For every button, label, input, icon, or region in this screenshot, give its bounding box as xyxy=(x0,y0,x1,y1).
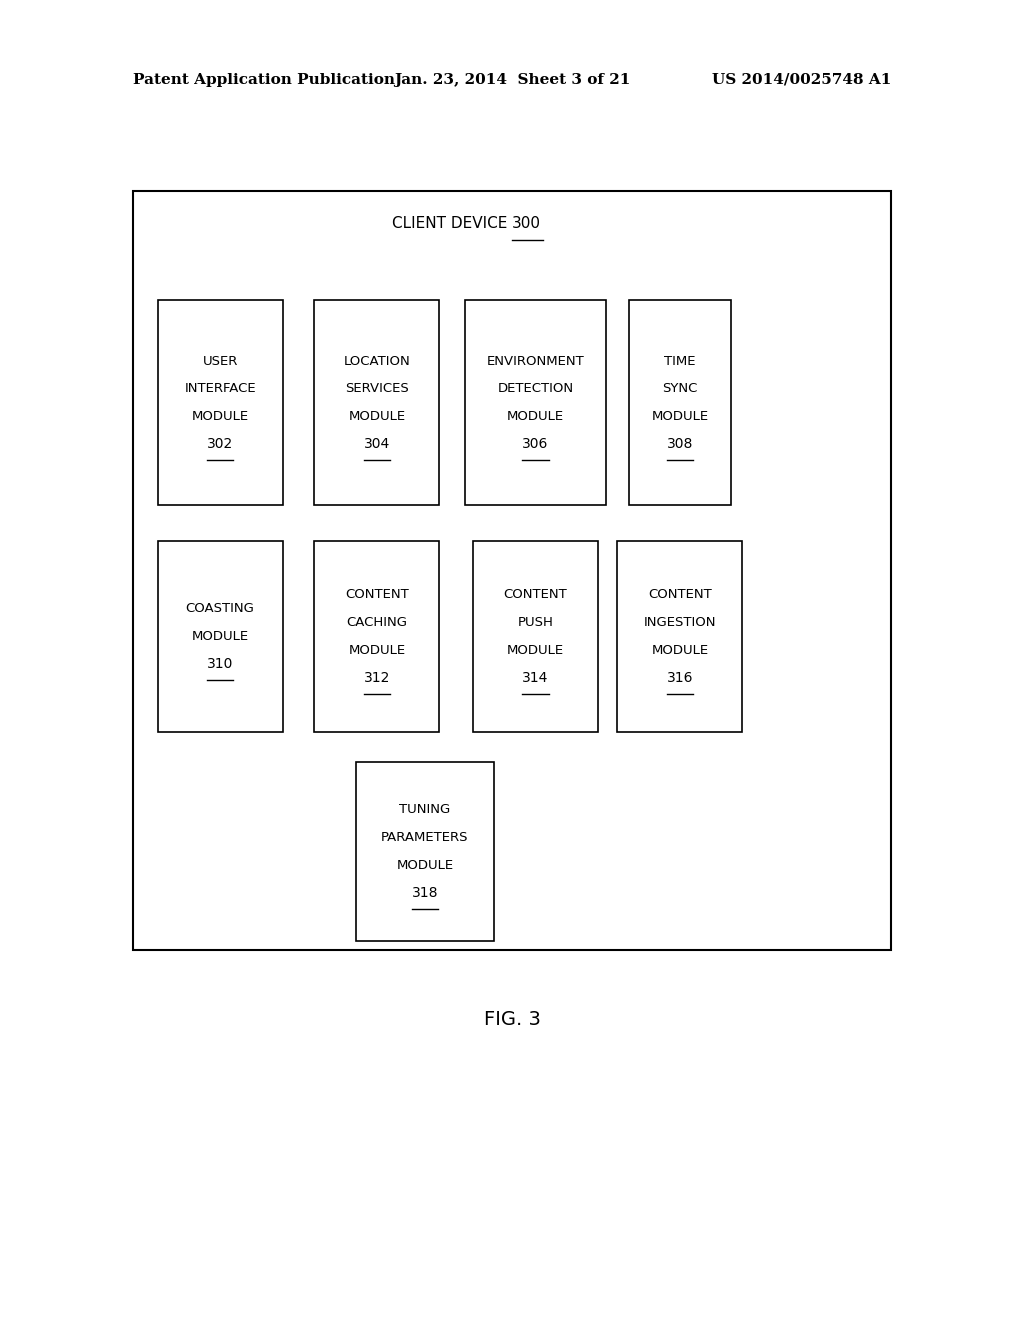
Text: 310: 310 xyxy=(207,657,233,671)
Text: 308: 308 xyxy=(667,437,693,451)
FancyBboxPatch shape xyxy=(158,301,283,506)
FancyBboxPatch shape xyxy=(133,191,891,950)
Text: CONTENT: CONTENT xyxy=(504,589,567,601)
Text: 300: 300 xyxy=(512,215,541,231)
Text: MODULE: MODULE xyxy=(348,411,406,422)
Text: 304: 304 xyxy=(364,437,390,451)
Text: TIME: TIME xyxy=(665,355,695,367)
FancyBboxPatch shape xyxy=(158,541,283,731)
Text: LOCATION: LOCATION xyxy=(343,355,411,367)
Text: 318: 318 xyxy=(412,886,438,900)
Text: MODULE: MODULE xyxy=(396,859,454,871)
Text: 314: 314 xyxy=(522,671,549,685)
FancyBboxPatch shape xyxy=(314,541,439,731)
Text: SYNC: SYNC xyxy=(663,383,697,395)
Text: Jan. 23, 2014  Sheet 3 of 21: Jan. 23, 2014 Sheet 3 of 21 xyxy=(394,73,630,87)
Text: CLIENT DEVICE: CLIENT DEVICE xyxy=(392,215,512,231)
Text: COASTING: COASTING xyxy=(185,602,255,615)
Text: INGESTION: INGESTION xyxy=(644,616,716,628)
Text: US 2014/0025748 A1: US 2014/0025748 A1 xyxy=(712,73,891,87)
Text: PARAMETERS: PARAMETERS xyxy=(381,832,469,843)
FancyBboxPatch shape xyxy=(629,301,731,506)
Text: MODULE: MODULE xyxy=(191,630,249,643)
Text: 306: 306 xyxy=(522,437,549,451)
FancyBboxPatch shape xyxy=(473,541,598,731)
Text: CONTENT: CONTENT xyxy=(648,589,712,601)
Text: SERVICES: SERVICES xyxy=(345,383,409,395)
Text: 302: 302 xyxy=(207,437,233,451)
FancyBboxPatch shape xyxy=(465,301,606,506)
Text: MODULE: MODULE xyxy=(507,411,564,422)
Text: FIG. 3: FIG. 3 xyxy=(483,1010,541,1028)
FancyBboxPatch shape xyxy=(356,763,494,940)
Text: PUSH: PUSH xyxy=(517,616,554,628)
Text: MODULE: MODULE xyxy=(651,411,709,422)
FancyBboxPatch shape xyxy=(314,301,439,506)
Text: MODULE: MODULE xyxy=(348,644,406,656)
Text: 312: 312 xyxy=(364,671,390,685)
Text: 316: 316 xyxy=(667,671,693,685)
FancyBboxPatch shape xyxy=(617,541,742,731)
Text: USER: USER xyxy=(203,355,238,367)
Text: CACHING: CACHING xyxy=(346,616,408,628)
Text: Patent Application Publication: Patent Application Publication xyxy=(133,73,395,87)
Text: TUNING: TUNING xyxy=(399,804,451,816)
Text: INTERFACE: INTERFACE xyxy=(184,383,256,395)
Text: DETECTION: DETECTION xyxy=(498,383,573,395)
Text: CONTENT: CONTENT xyxy=(345,589,409,601)
Text: MODULE: MODULE xyxy=(651,644,709,656)
Text: ENVIRONMENT: ENVIRONMENT xyxy=(486,355,585,367)
Text: MODULE: MODULE xyxy=(507,644,564,656)
Text: MODULE: MODULE xyxy=(191,411,249,422)
